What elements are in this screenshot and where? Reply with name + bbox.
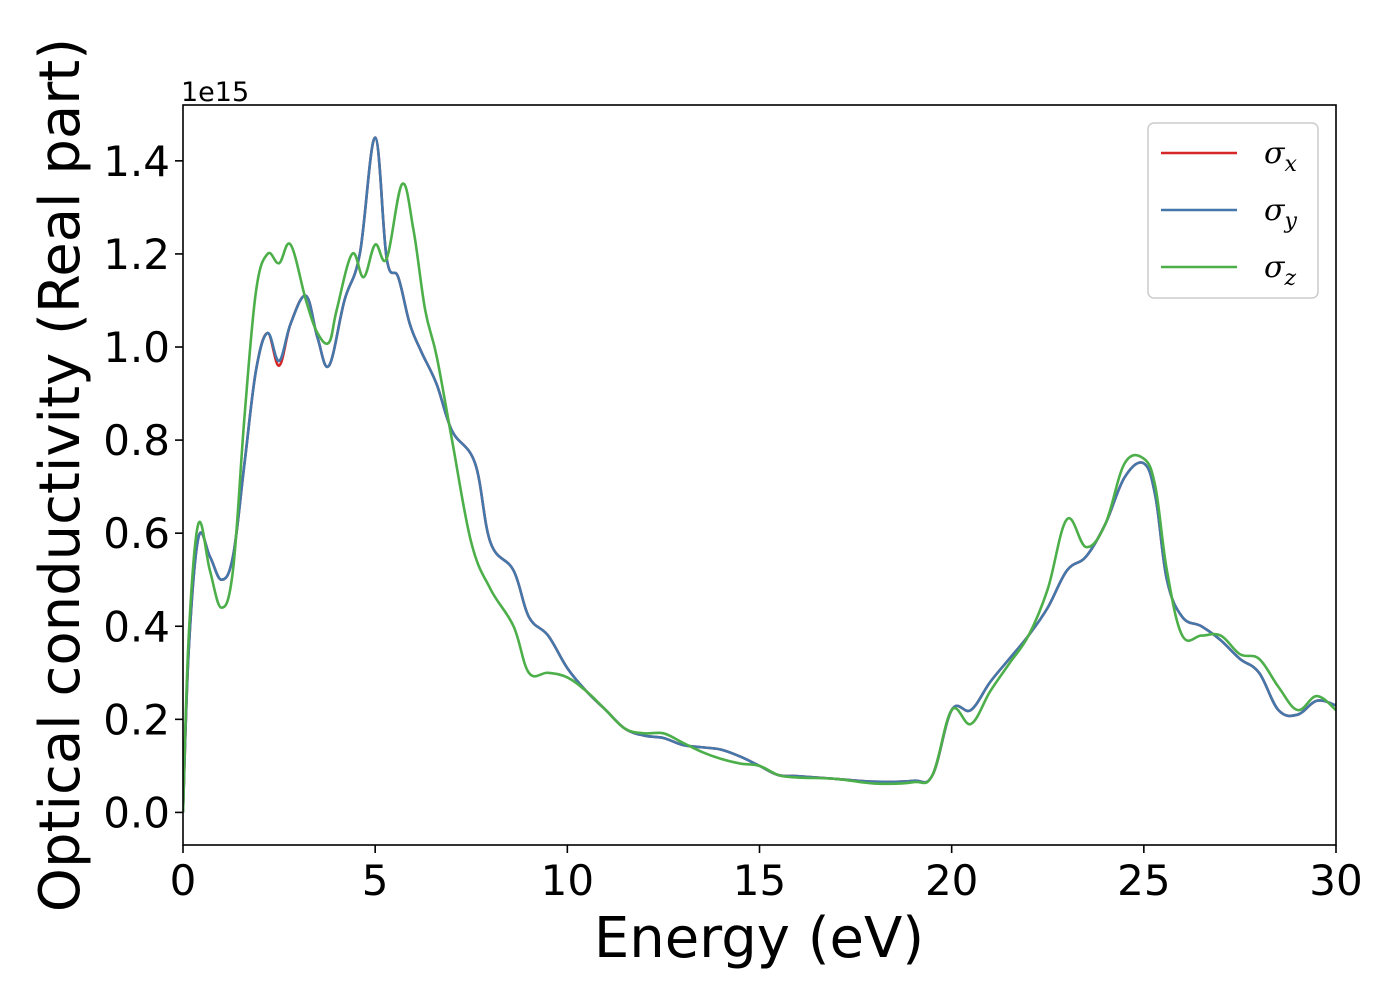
y-tick-label: 0.0: [103, 788, 170, 837]
x-tick-label: 0: [170, 856, 197, 905]
series-line-z: [183, 182, 1336, 813]
x-tick-label: 20: [925, 856, 978, 905]
legend: σx σy σz: [1147, 122, 1319, 299]
y-axis-title: Optical conductivity (Real part): [28, 38, 93, 912]
legend-label-x: σx: [1264, 136, 1297, 177]
x-tick-label: 15: [733, 856, 786, 905]
y-tick-label: 0.4: [103, 602, 170, 651]
y-tick-label: 0.6: [103, 509, 170, 558]
x-tick-label: 30: [1309, 856, 1362, 905]
y-tick-label: 1.4: [103, 137, 170, 186]
x-tick-label: 10: [541, 856, 594, 905]
y-tick-label: 0.8: [103, 416, 170, 465]
y-axis-ticks: 0.0 0.2 0.4 0.6 0.8 1.0 1.2 1.4: [103, 137, 183, 837]
y-tick-label: 1.0: [103, 323, 170, 372]
y-tick-label: 0.2: [103, 695, 170, 744]
x-axis-ticks: 0 5 10 15 20 25 30: [170, 845, 1363, 905]
x-tick-label: 5: [362, 856, 389, 905]
y-tick-label: 1.2: [103, 230, 170, 279]
series-layer: [183, 136, 1336, 813]
legend-label-z: σz: [1264, 250, 1296, 291]
series-line-y: [183, 136, 1336, 813]
y-offset-text: 1e15: [181, 77, 249, 108]
legend-label-y: σy: [1264, 193, 1297, 234]
x-axis-title: Energy (eV): [594, 906, 924, 971]
x-tick-label: 25: [1117, 856, 1170, 905]
